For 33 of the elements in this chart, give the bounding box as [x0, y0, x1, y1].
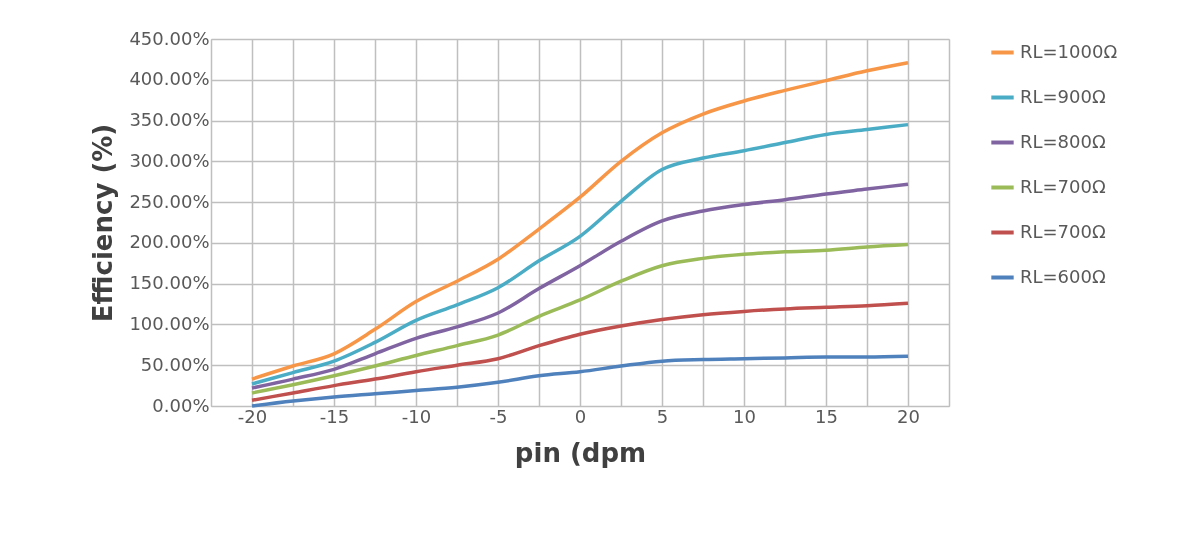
y-tick-label: 450.00%	[129, 27, 210, 49]
line-series	[250, 242, 910, 395]
x-tick-label: -20	[237, 405, 268, 427]
x-tick-label: 15	[815, 405, 838, 427]
y-tick-label: 350.00%	[129, 109, 210, 131]
line-series	[250, 354, 910, 408]
x-tick-label: 5	[656, 405, 669, 427]
x-tick-label: 0	[574, 405, 587, 427]
line-series	[250, 182, 910, 390]
legend-label: RL=800Ω	[1020, 130, 1106, 152]
x-tick-label: 20	[897, 405, 920, 427]
line-series	[250, 122, 910, 386]
legend-label: RL=700Ω	[1020, 175, 1106, 197]
x-tick-label: -10	[401, 405, 432, 427]
y-tick-label: 400.00%	[129, 68, 210, 90]
legend-label: RL=600Ω	[1020, 265, 1106, 287]
x-tick-label: 10	[733, 405, 756, 427]
x-axis-title: pin (dpm	[514, 437, 647, 468]
line-series	[250, 60, 910, 381]
line-series	[250, 301, 910, 403]
y-tick-label: 100.00%	[129, 312, 210, 334]
y-tick-label: 50.00%	[140, 353, 210, 375]
y-axis-title: Efficiency (%)	[88, 123, 119, 323]
x-tick-label: -5	[489, 405, 508, 427]
y-tick-label: 300.00%	[129, 149, 210, 171]
legend-label: RL=700Ω	[1020, 220, 1106, 242]
y-tick-label: 200.00%	[129, 231, 210, 253]
y-tick-label: 150.00%	[129, 272, 210, 294]
y-tick-label: 0.00%	[152, 394, 210, 416]
x-tick-label: -15	[319, 405, 350, 427]
legend-label: RL=1000Ω	[1020, 40, 1118, 62]
legend-label: RL=900Ω	[1020, 85, 1106, 107]
y-tick-label: 250.00%	[129, 190, 210, 212]
